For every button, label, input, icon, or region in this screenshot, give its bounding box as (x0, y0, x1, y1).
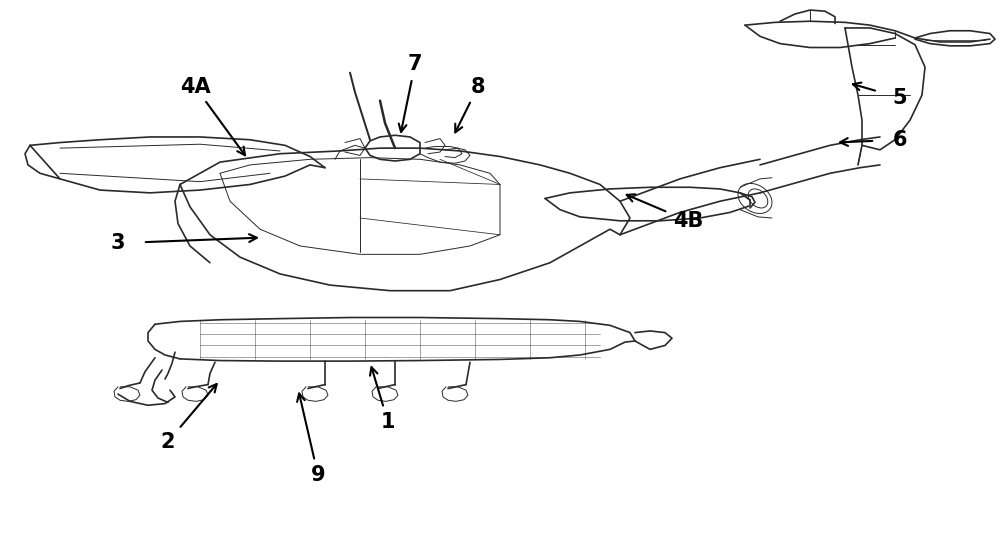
Text: 4B: 4B (673, 211, 703, 231)
Text: 4A: 4A (180, 77, 210, 97)
Text: 2: 2 (161, 432, 175, 452)
Text: 9: 9 (311, 465, 325, 485)
Text: 6: 6 (893, 130, 907, 150)
Text: 7: 7 (408, 54, 422, 74)
Text: 1: 1 (381, 412, 395, 432)
Text: 8: 8 (471, 77, 485, 97)
Text: 5: 5 (893, 88, 907, 108)
Text: 3: 3 (111, 233, 125, 253)
